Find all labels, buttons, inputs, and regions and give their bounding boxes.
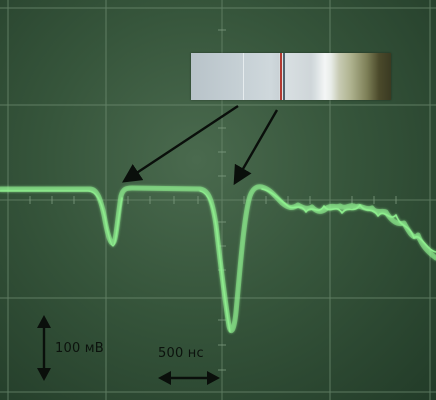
grid-ticks xyxy=(29,29,397,371)
arrow-to-first-dip xyxy=(121,104,239,183)
time-scale-label: 500 нс xyxy=(158,346,204,361)
sample-photo-inset xyxy=(191,53,391,100)
double-arrow-horizontal-icon xyxy=(158,371,220,385)
double-arrow-vertical-icon xyxy=(37,315,51,381)
pointer-arrows xyxy=(121,104,279,186)
voltage-scale-label: 100 мВ xyxy=(55,341,104,356)
signal-trace xyxy=(0,184,436,334)
arrow-to-second-dip xyxy=(233,109,279,186)
